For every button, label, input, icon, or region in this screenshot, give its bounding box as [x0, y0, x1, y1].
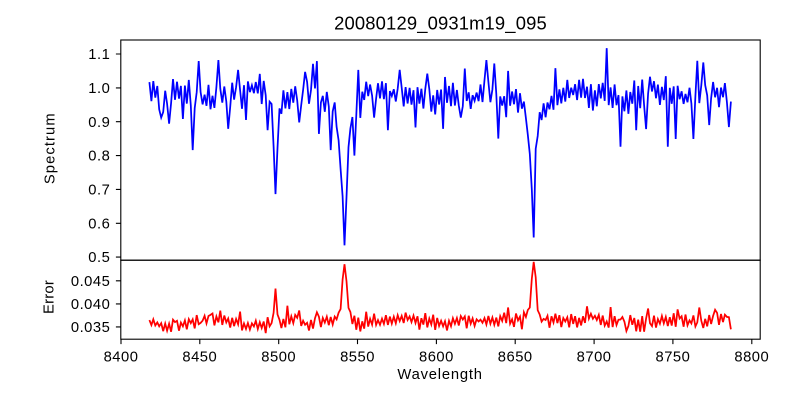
svg-text:0.045: 0.045	[71, 274, 110, 290]
svg-text:Wavelength: Wavelength	[397, 367, 482, 383]
svg-text:1.1: 1.1	[88, 47, 110, 63]
svg-text:20080129_0931m19_095: 20080129_0931m19_095	[334, 13, 547, 35]
svg-text:0.040: 0.040	[71, 297, 110, 313]
svg-text:0.5: 0.5	[88, 250, 110, 266]
svg-text:8400: 8400	[104, 349, 139, 365]
svg-text:0.9: 0.9	[88, 115, 110, 131]
svg-text:0.7: 0.7	[88, 183, 110, 199]
svg-text:1.0: 1.0	[88, 81, 110, 97]
svg-text:8700: 8700	[577, 349, 612, 365]
svg-text:8800: 8800	[734, 349, 769, 365]
svg-text:8600: 8600	[419, 349, 454, 365]
svg-text:Error: Error	[41, 280, 57, 314]
svg-text:Spectrum: Spectrum	[42, 112, 58, 184]
svg-text:0.035: 0.035	[71, 320, 110, 336]
svg-text:8450: 8450	[182, 349, 217, 365]
svg-text:0.8: 0.8	[88, 149, 110, 165]
svg-text:0.6: 0.6	[88, 216, 110, 232]
svg-text:8550: 8550	[340, 349, 375, 365]
svg-text:8650: 8650	[498, 349, 533, 365]
svg-text:8500: 8500	[261, 349, 296, 365]
svg-text:8750: 8750	[655, 349, 690, 365]
